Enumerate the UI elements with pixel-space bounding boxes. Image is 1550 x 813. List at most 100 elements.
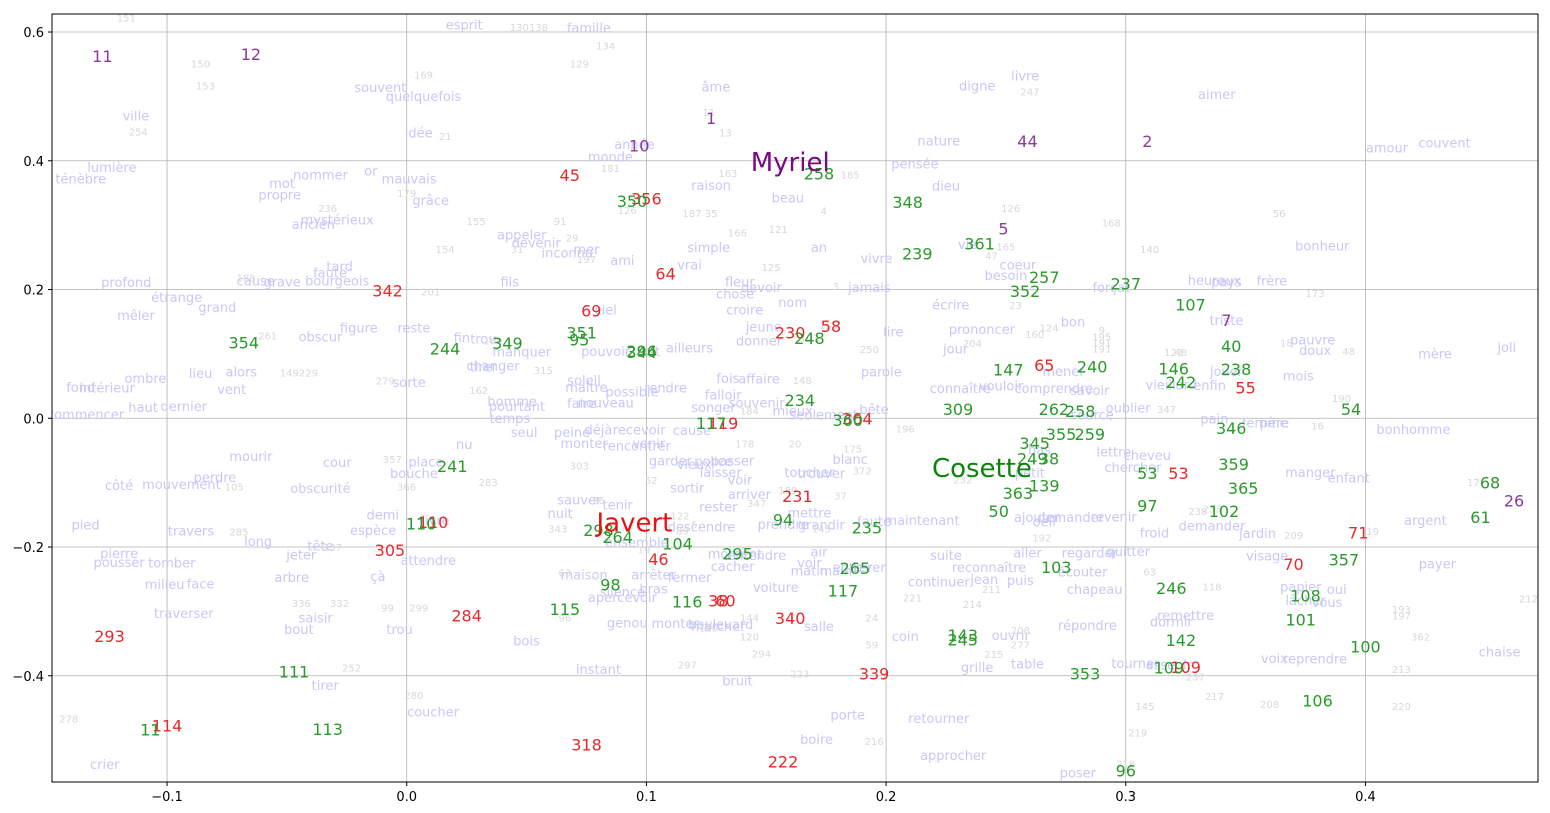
point-label: 285: [229, 528, 248, 539]
point-label: 101: [1285, 610, 1316, 629]
point-label: 247: [1020, 87, 1039, 98]
point-label: jeune: [745, 320, 782, 335]
point-label: an: [811, 241, 827, 256]
point-label: 169: [414, 71, 433, 82]
point-label: 114: [152, 717, 183, 736]
point-label: 60: [715, 592, 735, 611]
point-label: fils: [500, 275, 519, 290]
point-label: pierre: [100, 547, 138, 562]
point-label: chose: [716, 288, 754, 303]
point-label: 277: [1011, 640, 1030, 651]
point-label: 70: [1283, 555, 1303, 574]
point-label: 11: [140, 720, 160, 739]
point-label: raison: [691, 179, 731, 194]
point-label: 235: [852, 518, 883, 537]
point-label: 332: [330, 599, 349, 610]
point-label: 106: [1302, 691, 1333, 710]
point-label: 166: [728, 228, 747, 239]
point-label: savoir: [1070, 384, 1110, 399]
point-label: asseoir: [1146, 658, 1193, 673]
point-label: chaise: [1479, 646, 1521, 661]
point-label: 239: [902, 245, 933, 264]
point-label: peine: [554, 426, 590, 441]
point-label: rester: [699, 501, 738, 516]
point-label: perdre: [194, 471, 237, 486]
point-label: ouvrir: [992, 629, 1031, 644]
point-label: lâcher: [1285, 594, 1326, 609]
point-label: reste: [397, 322, 430, 337]
point-label: visage: [1246, 550, 1288, 565]
point-label: 201: [421, 288, 440, 299]
point-label: instant: [576, 663, 621, 678]
point-label: 357: [383, 455, 402, 466]
point-label: fort: [637, 345, 660, 360]
point-label: 1: [706, 109, 716, 128]
point-label: profond: [101, 276, 151, 291]
point-label: descendre: [668, 521, 736, 536]
point-label: or: [364, 165, 378, 180]
point-label: bas: [1028, 443, 1051, 458]
point-label: ailleurs: [666, 342, 713, 357]
point-label: 184: [740, 407, 759, 418]
point-label: 63: [559, 568, 572, 579]
point-label: esprit: [446, 18, 483, 33]
point-label: nature: [918, 134, 961, 149]
point-label: 162: [469, 386, 488, 397]
point-label: silence: [600, 586, 645, 601]
point-label: 105: [225, 483, 244, 494]
point-label: demi: [366, 508, 399, 523]
point-label: 214: [963, 600, 982, 611]
point-label: air: [810, 546, 828, 561]
point-label: enfant: [1328, 472, 1370, 487]
point-label: 223: [790, 669, 809, 680]
point-label: 252: [342, 664, 361, 675]
point-label: 122: [670, 512, 689, 523]
point-label: matin: [791, 564, 829, 579]
point-label: 21: [439, 132, 452, 143]
y-tick-label: −0.4: [12, 670, 44, 685]
point-label: 354: [228, 334, 259, 353]
point-label: 54: [1341, 400, 1361, 419]
x-tick-label: 0.4: [1355, 790, 1376, 805]
point-label: rencontrer: [603, 440, 672, 455]
point-label: forçat: [1092, 281, 1130, 296]
point-label: lire: [883, 326, 903, 341]
point-label: 265: [840, 559, 871, 578]
point-label: lever: [853, 561, 886, 576]
point-label: tirer: [312, 679, 340, 694]
point-label: 238: [1188, 507, 1207, 518]
point-label: obscurité: [290, 482, 350, 497]
point-label: 340: [775, 609, 806, 628]
point-label: main: [820, 564, 852, 579]
point-label: 98: [600, 576, 620, 595]
point-label: suite: [930, 549, 962, 564]
point-label: 5: [998, 220, 1008, 239]
point-label: 303: [570, 461, 589, 472]
point-label: porte: [830, 709, 865, 724]
point-label: femme: [1242, 416, 1288, 431]
point-label: 208: [1011, 626, 1030, 637]
point-label: nuit: [548, 507, 573, 522]
point-label: 197: [577, 255, 596, 266]
point-label: 192: [1032, 534, 1051, 545]
point-label: 231: [782, 487, 813, 506]
point-label: pousser: [93, 556, 145, 571]
point-label: dormir: [1150, 615, 1194, 630]
point-label: pays: [1211, 275, 1242, 290]
point-label: 283: [479, 478, 498, 489]
point-label: 123: [1164, 348, 1183, 359]
point-label: mettre: [787, 506, 831, 521]
point-label: appeler: [497, 228, 547, 243]
point-label: 258: [804, 164, 835, 183]
point-label: voir: [797, 557, 822, 572]
point-label: 236: [318, 204, 337, 215]
point-label: vent: [217, 383, 246, 398]
point-label: 305: [375, 541, 406, 560]
point-label: reprendre: [1283, 653, 1347, 668]
point-label: toucher: [784, 466, 835, 481]
point-label: 296: [626, 342, 657, 361]
point-label: 38: [708, 592, 728, 611]
point-label: 165: [996, 243, 1015, 254]
point-label: 97: [1137, 496, 1157, 515]
